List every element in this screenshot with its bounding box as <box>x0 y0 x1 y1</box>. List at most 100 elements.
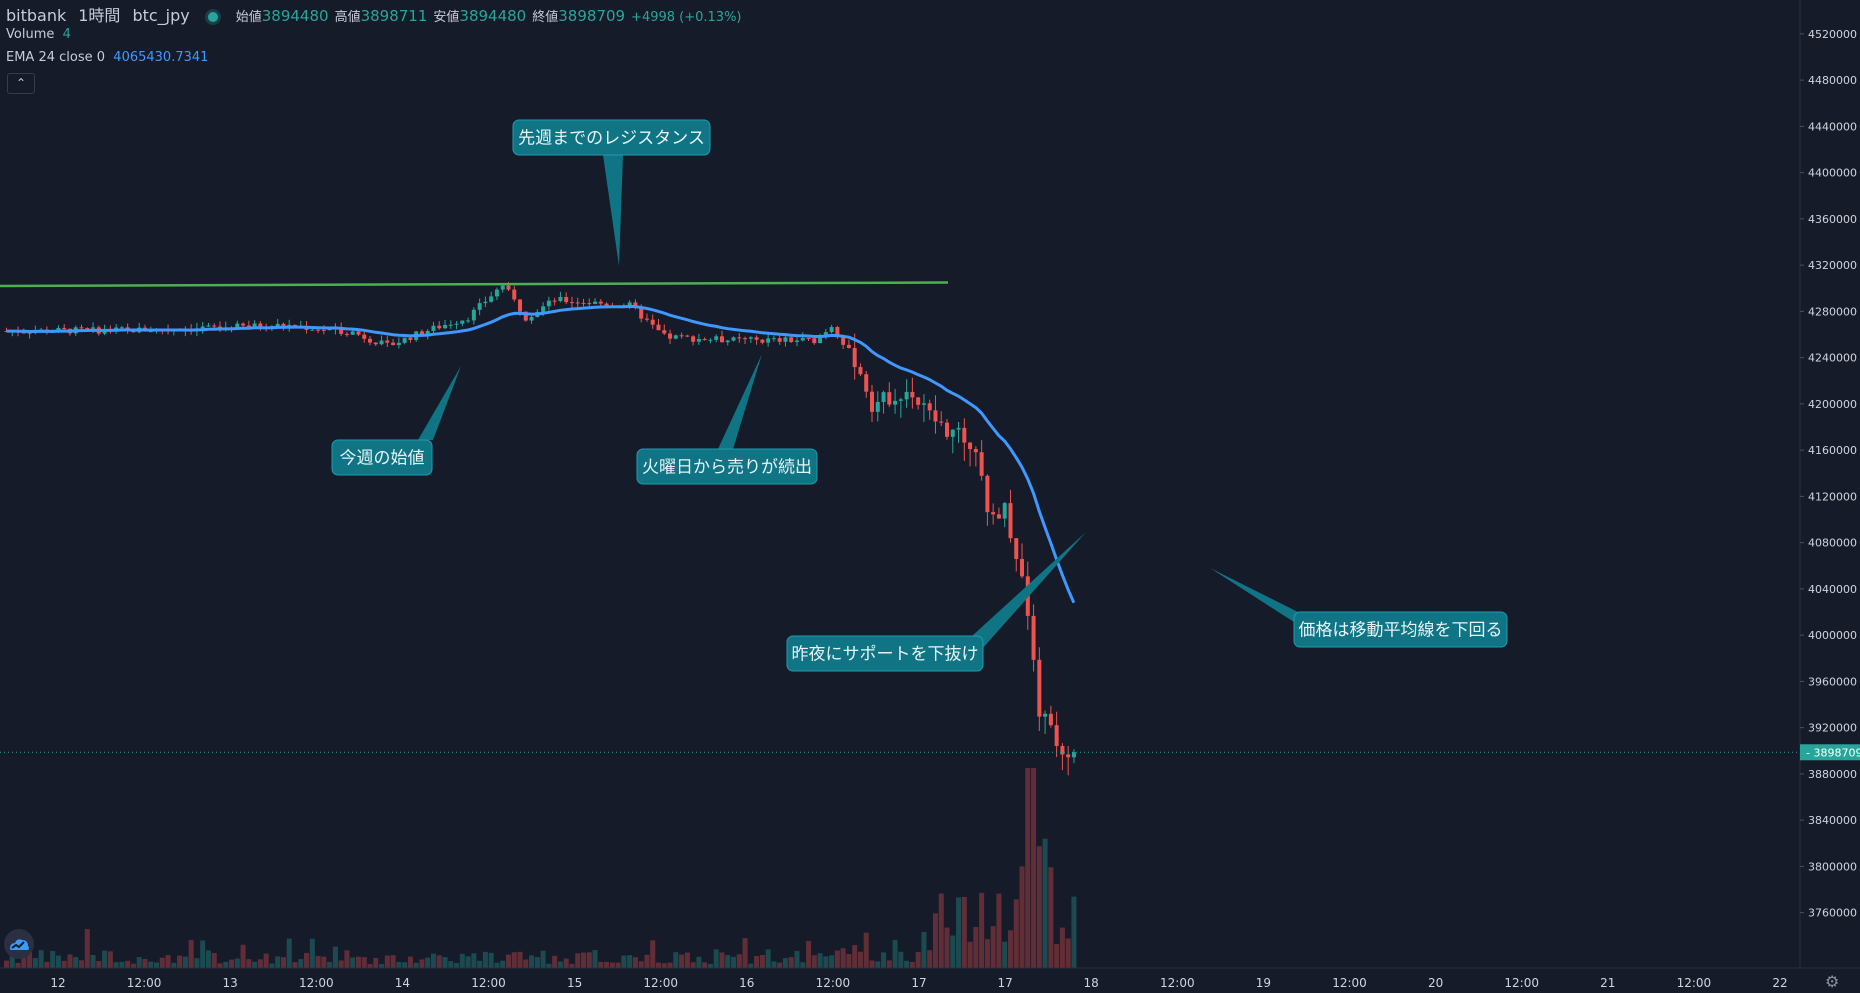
volume-bar <box>511 952 517 968</box>
candle-body <box>27 332 32 334</box>
candle-body <box>968 442 973 450</box>
interval-label[interactable]: 1時間 <box>78 6 121 25</box>
candle-body <box>581 302 586 304</box>
volume-bar <box>61 960 67 968</box>
cloud-logo-icon[interactable] <box>4 929 34 959</box>
volume-label: Volume <box>6 27 55 42</box>
candle-body <box>241 323 246 326</box>
candle-body <box>950 429 955 437</box>
candle-body <box>1060 746 1065 755</box>
volume-bar <box>915 951 921 968</box>
callout-tail <box>1210 568 1304 622</box>
candle-body <box>881 392 886 402</box>
exchange-name: bitbank <box>6 6 67 25</box>
volume-bar <box>569 963 575 968</box>
volume-bar <box>309 938 315 968</box>
candle-body <box>1020 558 1025 577</box>
price-tick-label: 3800000 <box>1808 860 1857 873</box>
candle-body <box>460 320 465 324</box>
volume-bar <box>355 956 361 968</box>
candle-body <box>841 337 846 345</box>
callout-box <box>331 439 433 476</box>
callout-tail <box>718 354 762 449</box>
volume-bar <box>500 960 506 968</box>
volume-bar <box>1025 768 1031 968</box>
volume-bar <box>442 957 448 968</box>
ema-legend[interactable]: EMA 24 close 0 4065430.7341 <box>6 50 208 65</box>
candle-body <box>679 335 684 337</box>
volume-bar <box>332 946 338 968</box>
candle-body <box>766 338 771 343</box>
volume-bar <box>321 956 327 968</box>
time-tick-label: 14 <box>395 976 410 990</box>
candle-body <box>1071 752 1076 758</box>
candle-body <box>523 311 528 321</box>
candle-body <box>373 342 378 345</box>
volume-bar <box>159 957 165 968</box>
volume-bar <box>534 957 540 968</box>
volume-bar <box>125 960 131 968</box>
volume-bar <box>656 962 662 968</box>
volume-bar <box>459 953 465 968</box>
volume-bar <box>725 955 731 968</box>
candle-body <box>564 297 569 303</box>
volume-bar <box>679 954 685 968</box>
collapse-legend-button[interactable]: ⌃ <box>7 73 35 94</box>
volume-legend[interactable]: Volume 4 <box>6 27 71 42</box>
volume-bar <box>454 963 460 968</box>
volume-bar <box>800 962 806 968</box>
symbol-label[interactable]: btc_jpy <box>132 6 190 25</box>
close-label: 終値 <box>532 10 559 25</box>
volume-bar <box>950 935 956 968</box>
callout-box <box>636 448 818 485</box>
volume-bar <box>252 961 258 968</box>
volume-bar <box>38 950 44 968</box>
candle-body <box>956 427 961 430</box>
volume-bar <box>707 963 713 968</box>
volume-bar <box>696 956 702 968</box>
candle-body <box>604 303 609 306</box>
candle-body <box>541 306 546 312</box>
time-tick-label: 19 <box>1256 976 1271 990</box>
candle-body <box>385 340 390 343</box>
candle-body <box>587 303 592 305</box>
candle-body <box>350 331 355 335</box>
volume-bar <box>425 957 431 968</box>
volume-bar <box>898 951 904 968</box>
time-tick-label: 12:00 <box>816 976 851 990</box>
candle-body <box>933 410 938 422</box>
candle-body <box>875 401 880 412</box>
volume-bar <box>754 956 760 968</box>
time-tick-label: 16 <box>739 976 754 990</box>
volume-bar <box>881 952 887 968</box>
time-tick-label: 12:00 <box>1332 976 1367 990</box>
volume-bar <box>396 961 402 968</box>
volume-bar <box>638 961 644 968</box>
gear-icon[interactable]: ⚙ <box>1825 972 1840 991</box>
volume-bar <box>944 927 950 968</box>
volume-bar <box>956 897 962 968</box>
volume-bar <box>621 955 627 968</box>
time-tick-label: 18 <box>1084 976 1099 990</box>
candle-body <box>396 342 401 346</box>
volume-bar <box>488 952 494 968</box>
volume-bar <box>719 952 725 968</box>
candle-body <box>500 285 505 290</box>
candle-body <box>743 338 748 340</box>
candle-body <box>818 335 823 344</box>
low-value: 3894480 <box>459 7 527 25</box>
volume-bar <box>834 950 840 968</box>
price-tick-label: 4000000 <box>1808 629 1857 642</box>
volume-bar <box>1002 941 1008 968</box>
candle-body <box>921 403 926 405</box>
volume-bar <box>875 961 881 968</box>
volume-bar <box>67 954 73 968</box>
volume-bar <box>90 955 96 968</box>
volume-bar <box>586 952 592 968</box>
candle-body <box>552 300 557 302</box>
price-axis-background <box>1800 0 1860 993</box>
volume-bar <box>627 955 633 968</box>
candle-body <box>200 326 205 329</box>
